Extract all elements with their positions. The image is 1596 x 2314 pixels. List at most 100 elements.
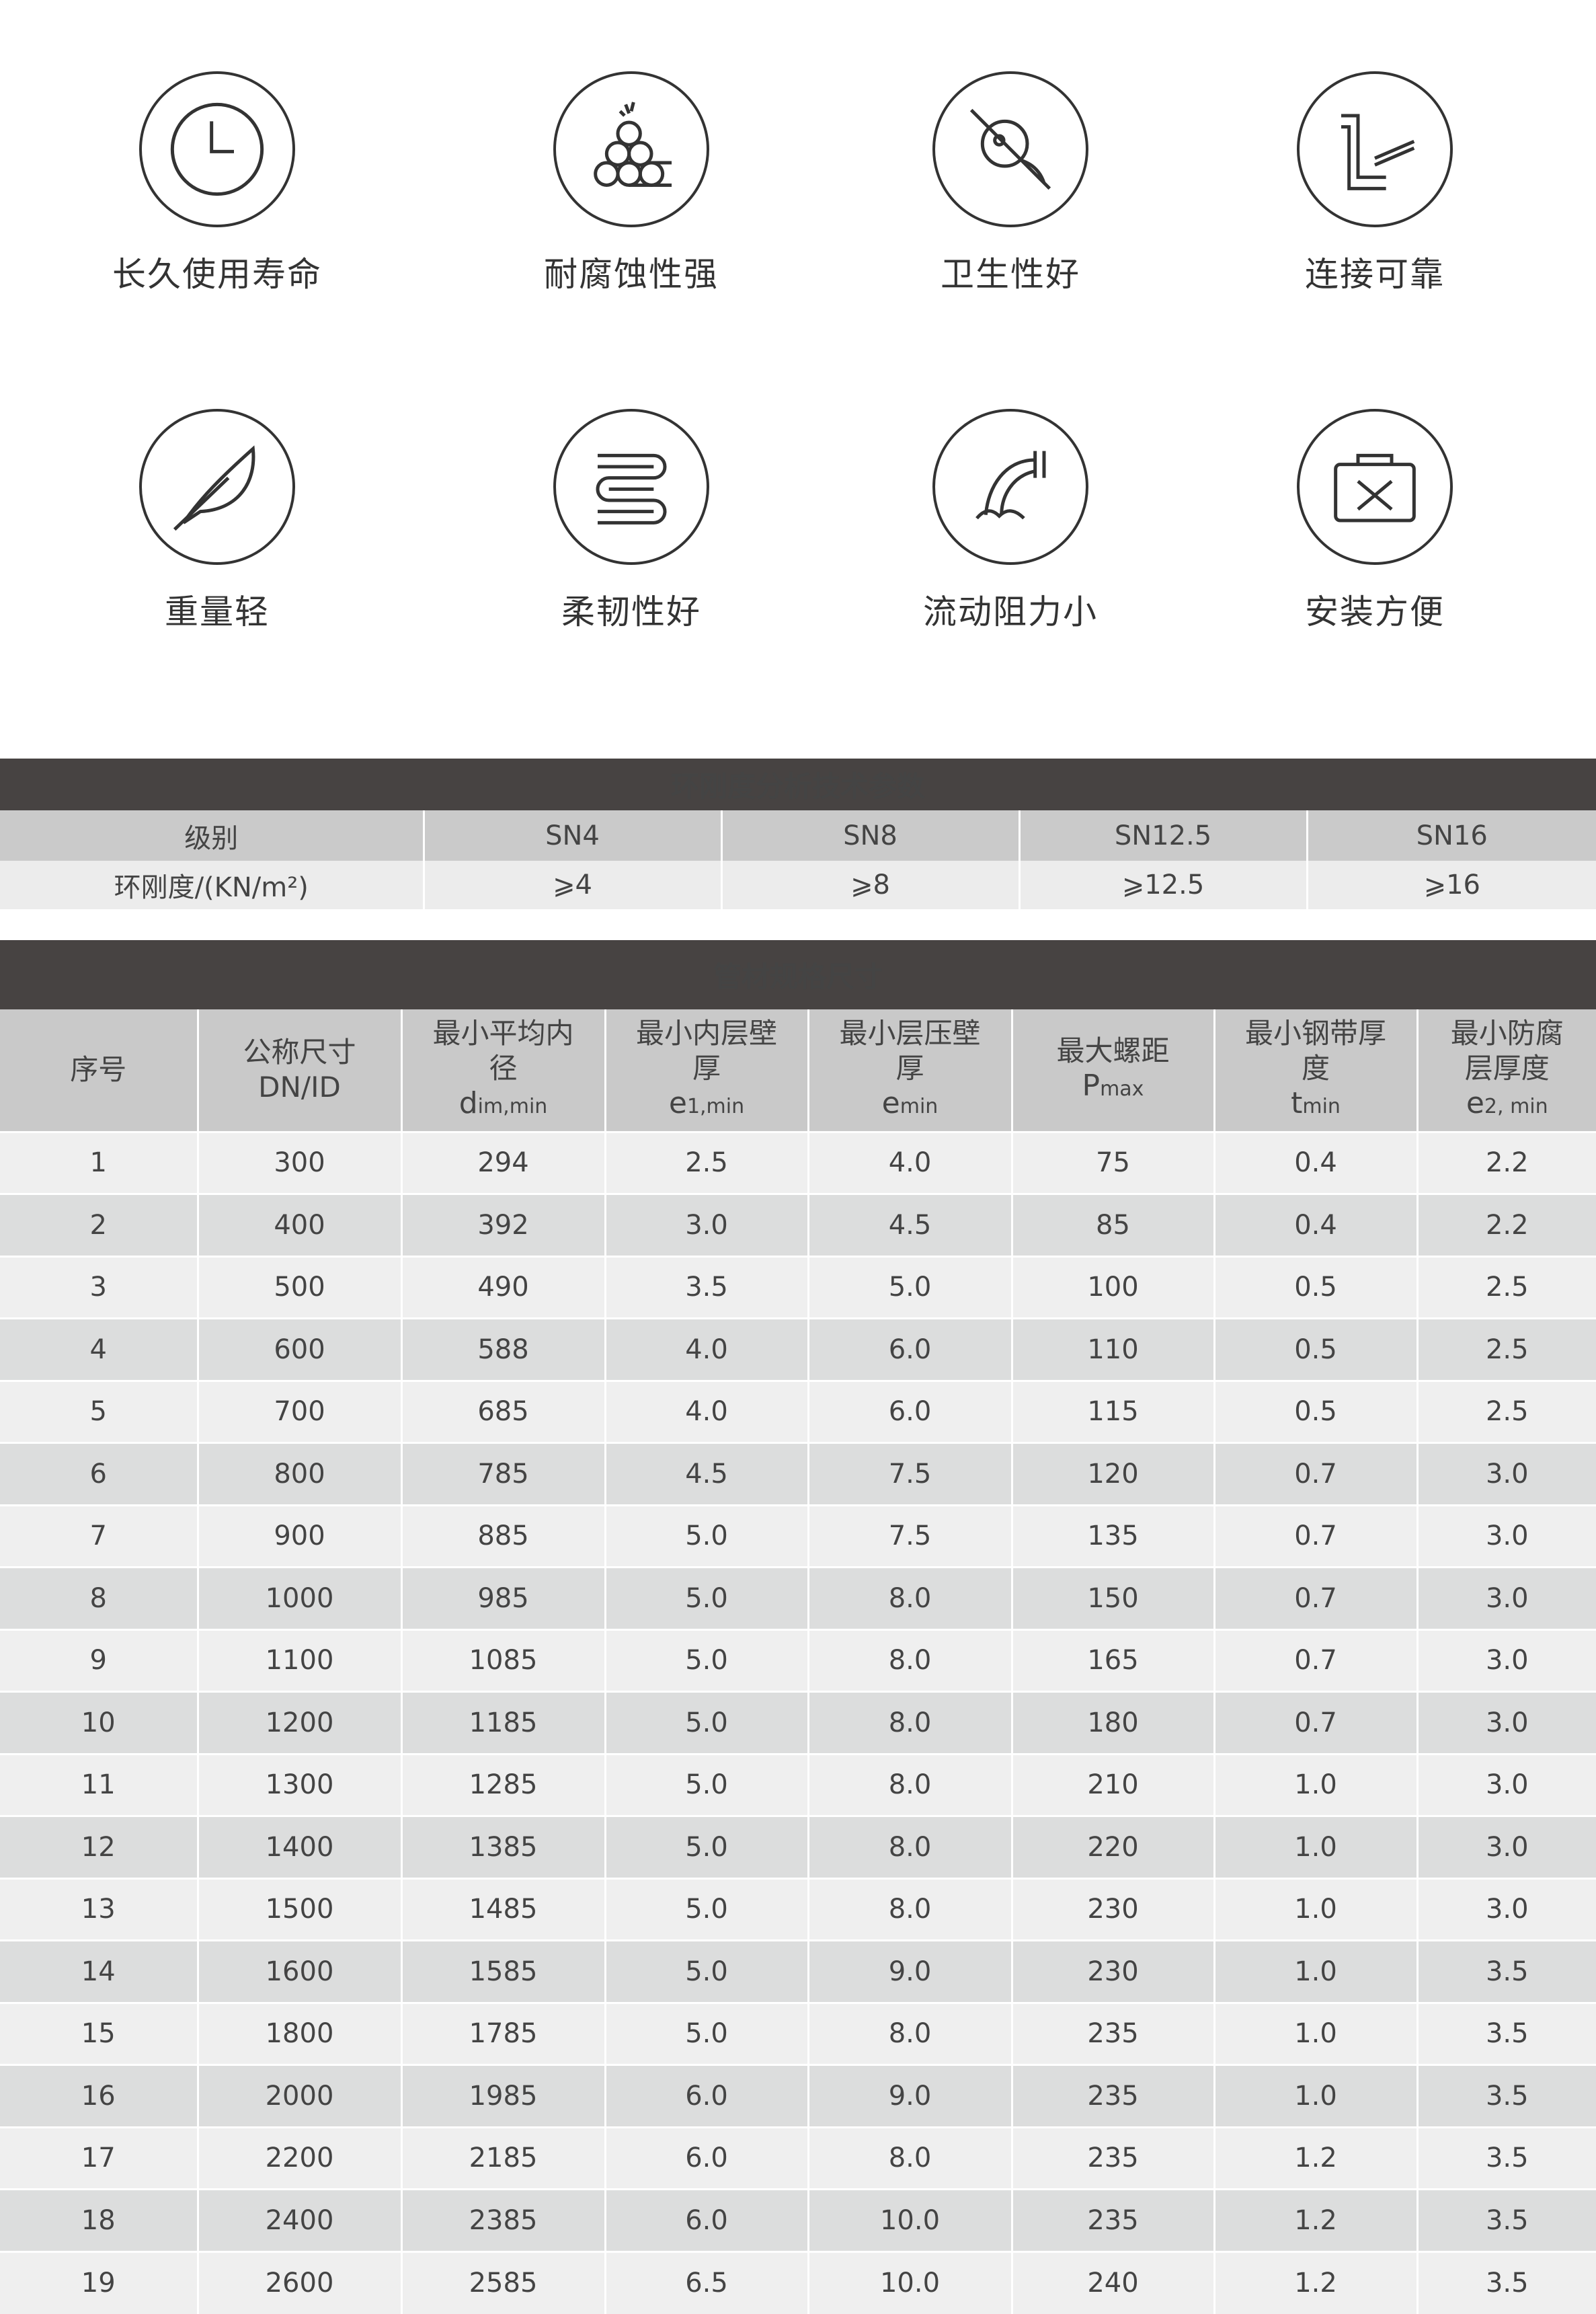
table-cell: 8.0 — [807, 1877, 1012, 1941]
table-cell: 85 — [1010, 1193, 1214, 1256]
table-cell: 3.5 — [1416, 2250, 1596, 2314]
table-cell: ⩾16 — [1306, 861, 1596, 909]
header-text: 最小钢带厚度 — [1244, 1016, 1386, 1085]
column-header: 最小钢带厚度 tmin — [1213, 1009, 1417, 1132]
table-cell: 环刚度/(KN/m²) — [0, 861, 424, 909]
header-symbol: emin — [881, 1085, 939, 1120]
table-cell: 400 — [196, 1193, 401, 1256]
table-row: 10 1200 1185 5.0 8.0 180 0.7 3.0 — [0, 1691, 1596, 1754]
table-cell: 5 — [0, 1379, 198, 1443]
table-cell: 1785 — [400, 2001, 605, 2065]
table-cell: 4.0 — [807, 1130, 1012, 1194]
no-bacteria-icon — [932, 71, 1088, 227]
table-cell: 1485 — [400, 1877, 605, 1941]
table-title: 管材规格尺寸 — [713, 960, 883, 993]
feature-item: 柔韧性好 — [443, 409, 820, 633]
table-cell: 1285 — [400, 1752, 605, 1816]
table-row: 级别 SN4 SN8 SN12.5 SN16 — [0, 810, 1596, 861]
table-cell: 9.0 — [807, 2064, 1012, 2127]
table-cell: 2 — [0, 1193, 198, 1256]
table-cell: 0.4 — [1213, 1130, 1417, 1194]
table-row: 4 600 588 4.0 6.0 110 0.5 2.5 — [0, 1317, 1596, 1381]
feature-label: 卫生性好 — [941, 255, 1080, 294]
table-cell: 4 — [0, 1317, 198, 1381]
table-cell: 2000 — [196, 2064, 401, 2127]
table-cell: 1.2 — [1213, 2126, 1417, 2190]
table-cell: 1385 — [400, 1815, 605, 1878]
header-symbol: dim,min — [458, 1085, 548, 1120]
table-cell: 16 — [0, 2064, 198, 2127]
feather-icon — [139, 409, 295, 565]
table-cell: 14 — [0, 1939, 198, 2003]
table-cell: 4.0 — [604, 1379, 808, 1443]
table-cell: 2400 — [196, 2188, 401, 2251]
table-cell: 2.5 — [1416, 1255, 1596, 1319]
table-cell: 2.2 — [1416, 1130, 1596, 1194]
table-cell: 8.0 — [807, 1628, 1012, 1692]
table-cell: 0.7 — [1213, 1691, 1417, 1754]
table-row: 15 1800 1785 5.0 8.0 235 1.0 3.5 — [0, 2001, 1596, 2065]
table-cell: 6.0 — [604, 2126, 808, 2190]
table-cell: 10.0 — [807, 2250, 1012, 2314]
table-cell: 3.0 — [1416, 1752, 1596, 1816]
feature-label: 流动阻力小 — [923, 592, 1098, 631]
table-cell: 5.0 — [604, 1877, 808, 1941]
table-cell: 110 — [1010, 1317, 1214, 1381]
table-cell: SN8 — [720, 810, 1019, 861]
column-header: 最小防腐层厚度 e2, min — [1416, 1009, 1596, 1132]
table-cell: 4.5 — [604, 1442, 808, 1505]
table-cell: 1985 — [400, 2064, 605, 2127]
feature-item: 耐腐蚀性强 — [443, 71, 820, 296]
table-row: 16 2000 1985 6.0 9.0 235 1.0 3.5 — [0, 2064, 1596, 2127]
table-cell: 2200 — [196, 2126, 401, 2190]
table-row: 7 900 885 5.0 7.5 135 0.7 3.0 — [0, 1504, 1596, 1568]
table-cell: 3.0 — [1416, 1691, 1596, 1754]
table-row: 环刚度/(KN/m²) ⩾4 ⩾8 ⩾12.5 ⩾16 — [0, 861, 1596, 909]
table-cell: 1100 — [196, 1628, 401, 1692]
table-cell: 600 — [196, 1317, 401, 1381]
table-cell: 1300 — [196, 1752, 401, 1816]
table-cell: 800 — [196, 1442, 401, 1505]
feature-item: 安装方便 — [1187, 409, 1563, 633]
feature-item: 连接可靠 — [1187, 71, 1563, 296]
column-header: 最小平均内径 dim,min — [400, 1009, 605, 1132]
table-cell: 5.0 — [604, 1939, 808, 2003]
table-cell: 1.0 — [1213, 1877, 1417, 1941]
table-cell: 0.7 — [1213, 1504, 1417, 1568]
table-cell: 3.0 — [1416, 1815, 1596, 1878]
table-cell: 5.0 — [604, 1752, 808, 1816]
pipe-connection-icon — [1297, 71, 1453, 227]
table-cell: 1085 — [400, 1628, 605, 1692]
table-cell: 210 — [1010, 1752, 1214, 1816]
table-title: 环刚度分析技术参数 — [671, 770, 926, 803]
table-cell: 3.5 — [1416, 2188, 1596, 2251]
table-cell: 3.0 — [604, 1193, 808, 1256]
table-cell: 985 — [400, 1566, 605, 1629]
feature-label: 重量轻 — [165, 592, 270, 631]
table-cell: 2.5 — [1416, 1379, 1596, 1443]
table-cell: 230 — [1010, 1877, 1214, 1941]
feature-item: 流动阻力小 — [822, 409, 1199, 633]
flexible-pipe-icon — [553, 409, 709, 565]
table-cell: 2.2 — [1416, 1193, 1596, 1256]
header-text: 最小防腐层厚度 — [1450, 1016, 1564, 1085]
table-cell: 1800 — [196, 2001, 401, 2065]
table-cell: 685 — [400, 1379, 605, 1443]
feature-item: 长久使用寿命 — [29, 71, 405, 296]
table-cell: 0.7 — [1213, 1628, 1417, 1692]
table-cell: 8.0 — [807, 1815, 1012, 1878]
column-header: 最大螺距 Pmax — [1010, 1009, 1214, 1132]
header-text: 公称尺寸 DN/ID — [243, 1036, 356, 1104]
pipes-stack-icon — [553, 71, 709, 227]
table-row: 14 1600 1585 5.0 9.0 230 1.0 3.5 — [0, 1939, 1596, 2003]
pipe-spec-table: 管材规格尺寸 序号 公称尺寸 DN/ID 最小平均内径 dim,min 最小内层壁厚 e1… — [0, 940, 1596, 2314]
table-cell: 300 — [196, 1130, 401, 1194]
table-cell: 2185 — [400, 2126, 605, 2190]
table-row: 13 1500 1485 5.0 8.0 230 1.0 3.0 — [0, 1877, 1596, 1941]
column-header: 序号 — [0, 1009, 198, 1132]
header-symbol: e2, min — [1466, 1085, 1548, 1120]
table-cell: 1.0 — [1213, 1939, 1417, 2003]
table-cell: 10.0 — [807, 2188, 1012, 2251]
table-row: 2 400 392 3.0 4.5 85 0.4 2.2 — [0, 1193, 1596, 1256]
table-cell: 6.5 — [604, 2250, 808, 2314]
